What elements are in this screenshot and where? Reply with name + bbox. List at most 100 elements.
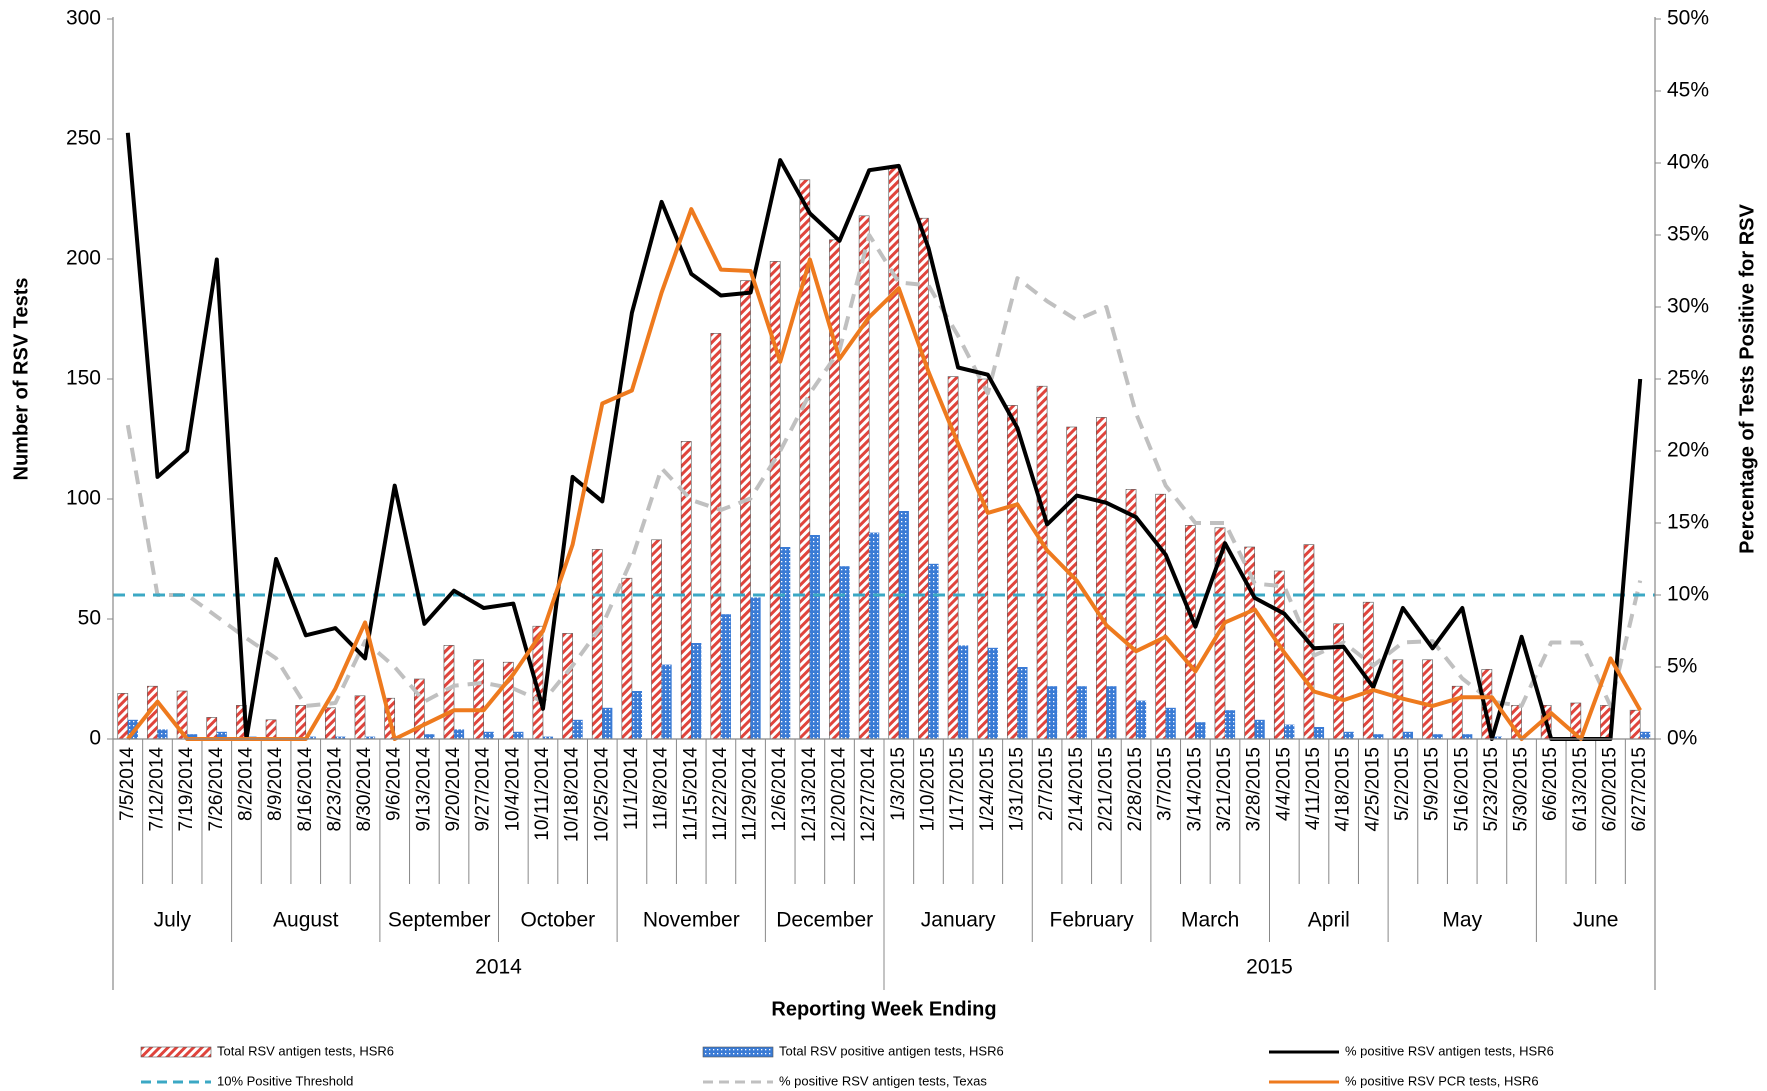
bar — [483, 731, 494, 739]
y2-tick-label: 15% — [1667, 511, 1709, 534]
y2-tick-label: 30% — [1667, 295, 1709, 318]
x-tick-label: 7/19/2014 — [176, 747, 197, 832]
y2-tick-label: 0% — [1667, 727, 1697, 750]
x-tick-label: 9/20/2014 — [443, 747, 464, 832]
x-tick-label: 8/16/2014 — [295, 747, 316, 832]
bar — [1195, 722, 1206, 739]
bar — [720, 614, 731, 739]
x-tick-label: 6/13/2015 — [1570, 747, 1591, 832]
x-tick-label: 1/10/2015 — [917, 747, 938, 832]
x-tick-label: 4/18/2015 — [1333, 747, 1354, 832]
x-tick-label: 8/30/2014 — [354, 747, 375, 832]
bar — [1165, 707, 1176, 739]
x-tick-label: 5/23/2015 — [1481, 747, 1502, 832]
x-tick-label: 11/8/2014 — [651, 747, 672, 831]
x-tick-label: 10/11/2014 — [532, 747, 553, 841]
y-tick-label: 250 — [66, 127, 101, 150]
x-tick-label: 9/27/2014 — [473, 747, 494, 832]
bar — [888, 167, 900, 740]
month-label: August — [273, 909, 339, 932]
legend-label: % positive RSV PCR tests, HSR6 — [1345, 1073, 1539, 1088]
bar — [513, 731, 524, 739]
bar — [928, 563, 939, 739]
x-tick-label: 6/6/2015 — [1540, 747, 1561, 821]
x-tick-label: 10/25/2014 — [591, 747, 612, 843]
y-tick-label: 150 — [66, 367, 101, 390]
bar — [1155, 493, 1167, 740]
x-tick-label: 12/20/2014 — [829, 747, 850, 843]
bar — [1036, 385, 1048, 740]
bar — [295, 705, 307, 740]
bar — [443, 645, 455, 740]
year-label: 2014 — [475, 956, 522, 979]
x-tick-label: 11/15/2014 — [680, 747, 701, 841]
bar — [216, 731, 227, 739]
bar — [918, 217, 929, 740]
x-tick-label: 10/18/2014 — [562, 747, 583, 843]
bar — [691, 643, 702, 739]
bar — [780, 547, 791, 739]
bar — [750, 597, 761, 739]
bar — [1432, 734, 1443, 739]
bar — [1136, 700, 1147, 739]
legend-label: % positive RSV antigen tests, HSR6 — [1345, 1043, 1554, 1058]
legend-label: 10% Positive Threshold — [217, 1073, 353, 1088]
x-tick-label: 3/28/2015 — [1244, 747, 1265, 832]
y-tick-label: 200 — [66, 247, 101, 270]
bar — [661, 664, 672, 739]
x-tick-label: 5/30/2015 — [1511, 747, 1532, 832]
x-tick-label: 8/23/2014 — [324, 747, 345, 832]
bar — [335, 736, 346, 739]
bar — [987, 647, 998, 739]
bar — [1629, 709, 1641, 740]
legend-swatch — [140, 1046, 212, 1058]
y2-tick-label: 10% — [1667, 583, 1709, 606]
x-tick-label: 1/17/2015 — [947, 747, 968, 832]
bar — [898, 511, 909, 739]
x-tick-label: 4/25/2015 — [1362, 747, 1383, 832]
bar — [680, 441, 692, 740]
bar — [206, 717, 218, 740]
bar — [651, 539, 662, 740]
month-label: December — [776, 909, 873, 932]
y2-tick-label: 20% — [1667, 439, 1709, 462]
bar — [1254, 719, 1265, 739]
bar — [809, 535, 820, 739]
legend-label: Total RSV antigen tests, HSR6 — [217, 1043, 394, 1058]
x-tick-label: 12/13/2014 — [799, 747, 820, 843]
bar — [542, 736, 554, 739]
bar — [869, 532, 880, 739]
x-tick-label: 8/9/2014 — [265, 747, 286, 821]
x-tick-label: 5/9/2015 — [1422, 747, 1443, 821]
bar — [621, 577, 633, 740]
y2-tick-label: 40% — [1667, 151, 1709, 174]
bar — [591, 549, 603, 740]
y2-tick-label: 50% — [1667, 7, 1709, 30]
x-tick-label: 2/7/2015 — [1036, 747, 1057, 821]
x-tick-label: 4/11/2015 — [1303, 747, 1324, 830]
bar — [305, 736, 316, 739]
bar — [740, 280, 751, 740]
y2-tick-label: 45% — [1667, 79, 1709, 102]
bar — [454, 729, 465, 739]
month-label: April — [1308, 909, 1350, 932]
x-tick-label: 5/16/2015 — [1451, 747, 1472, 832]
bar — [1373, 734, 1384, 739]
x-tick-label: 3/7/2015 — [1155, 747, 1176, 821]
bar — [1066, 426, 1078, 740]
bar — [117, 693, 129, 740]
year-label: 2015 — [1246, 956, 1293, 979]
x-tick-label: 1/31/2015 — [1006, 747, 1027, 832]
bar — [187, 734, 198, 739]
bar — [572, 719, 583, 739]
bar — [858, 215, 870, 740]
x-tick-label: 3/21/2015 — [1214, 747, 1235, 832]
y2-tick-label: 35% — [1667, 223, 1709, 246]
bar — [1007, 405, 1018, 740]
x-tick-label: 2/21/2015 — [1095, 747, 1116, 832]
bar — [1125, 489, 1137, 740]
bar — [1184, 525, 1196, 740]
bar — [1017, 667, 1028, 739]
x-tick-label: 12/27/2014 — [858, 747, 879, 843]
